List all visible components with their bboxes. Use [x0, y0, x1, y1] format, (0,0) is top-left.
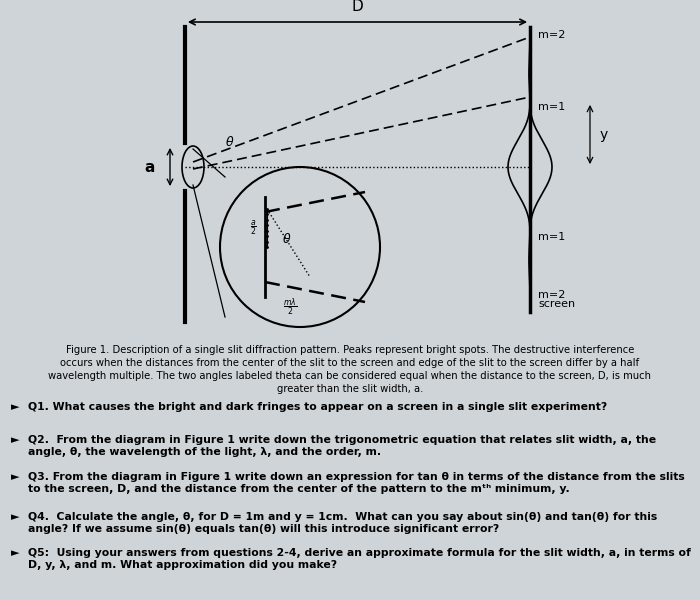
Text: wavelength multiple. The two angles labeled theta can be considered equal when t: wavelength multiple. The two angles labe…: [48, 371, 652, 381]
Text: ►: ►: [10, 472, 20, 482]
Text: D: D: [351, 0, 363, 14]
Text: Q4.  Calculate the angle, θ, for D = 1m and y = 1cm.  What can you say about sin: Q4. Calculate the angle, θ, for D = 1m a…: [28, 512, 657, 533]
Text: ►: ►: [10, 512, 20, 522]
Text: m=2: m=2: [538, 30, 566, 40]
Text: ►: ►: [10, 548, 20, 558]
Text: Q2.  From the diagram in Figure 1 write down the trigonometric equation that rel: Q2. From the diagram in Figure 1 write d…: [28, 435, 656, 457]
Text: m=1: m=1: [538, 102, 566, 112]
Text: Figure 1. Description of a single slit diffraction pattern. Peaks represent brig: Figure 1. Description of a single slit d…: [66, 345, 634, 355]
Text: greater than the slit width, a.: greater than the slit width, a.: [276, 384, 424, 394]
Text: $\theta$: $\theta$: [225, 135, 234, 149]
Text: a: a: [145, 160, 155, 175]
Text: ►: ►: [10, 435, 20, 445]
Text: m=1: m=1: [538, 232, 566, 242]
Text: $\theta$: $\theta$: [282, 232, 292, 246]
Text: screen: screen: [538, 299, 575, 309]
Text: $\frac{m\lambda}{2}$: $\frac{m\lambda}{2}$: [283, 296, 297, 318]
Text: Q3. From the diagram in Figure 1 write down an expression for tan θ in terms of : Q3. From the diagram in Figure 1 write d…: [28, 472, 685, 494]
Text: Q5:  Using your answers from questions 2-4, derive an approximate formula for th: Q5: Using your answers from questions 2-…: [28, 548, 691, 569]
Text: occurs when the distances from the center of the slit to the screen and edge of : occurs when the distances from the cente…: [60, 358, 640, 368]
Text: Q1. What causes the bright and dark fringes to appear on a screen in a single sl: Q1. What causes the bright and dark frin…: [28, 402, 608, 412]
Text: m=2: m=2: [538, 290, 566, 300]
Text: y: y: [600, 127, 608, 142]
Text: $\frac{a}{2}$: $\frac{a}{2}$: [249, 218, 256, 238]
Text: ►: ►: [10, 402, 20, 412]
